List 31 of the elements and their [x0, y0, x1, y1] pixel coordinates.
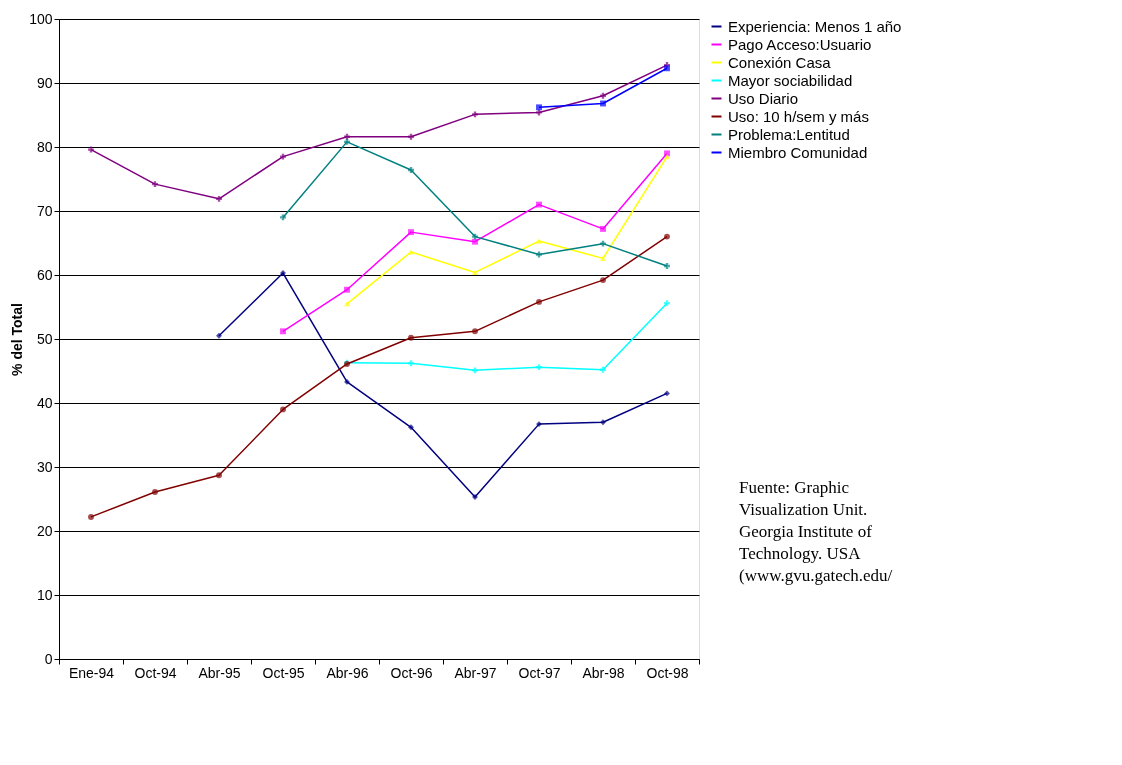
y-tick-label: 20 [36, 522, 53, 539]
x-tick-label: Abr-96 [326, 664, 369, 681]
y-tick-label: 30 [36, 458, 53, 475]
x-tick-label: Ene-94 [68, 664, 115, 681]
y-tick-label: 10 [36, 586, 53, 603]
legend-label: Problema:Lentitud [728, 125, 850, 143]
x-tick-label: Oct-95 [262, 664, 305, 681]
y-tick-label: 40 [36, 394, 53, 411]
source-note: Fuente: Graphic Visualization Unit. Georgia Institute of Technology. USA (www.gvu.gatech.edu/ [739, 477, 893, 585]
y-tick-label: 80 [36, 138, 53, 155]
legend-label: Pago Acceso:Usuario [728, 35, 872, 53]
legend-label: Experiencia: Menos 1 año [728, 17, 902, 35]
x-tick-label: Oct-94 [134, 664, 177, 681]
legend-label: Miembro Comunidad [728, 143, 868, 161]
legend-label: Mayor sociabilidad [728, 71, 853, 89]
legend-label: Uso Diario [728, 89, 799, 107]
y-tick-label: 70 [36, 202, 53, 219]
x-tick-label: Abr-95 [198, 664, 241, 681]
x-tick-label: Oct-98 [646, 664, 689, 681]
y-tick-label: 0 [44, 650, 53, 667]
y-tick-label: 90 [36, 74, 53, 91]
legend-label: Uso: 10 h/sem y más [728, 107, 869, 125]
y-tick-label: 100 [29, 10, 53, 27]
x-tick-label: Abr-98 [582, 664, 625, 681]
x-tick-label: Oct-96 [390, 664, 433, 681]
y-axis-title: % del Total [9, 303, 26, 376]
x-tick-label: Abr-97 [454, 664, 497, 681]
y-tick-label: 50 [36, 330, 53, 347]
y-tick-label: 60 [36, 266, 53, 283]
legend-label: Conexión Casa [728, 53, 832, 71]
x-tick-label: Oct-97 [518, 664, 561, 681]
